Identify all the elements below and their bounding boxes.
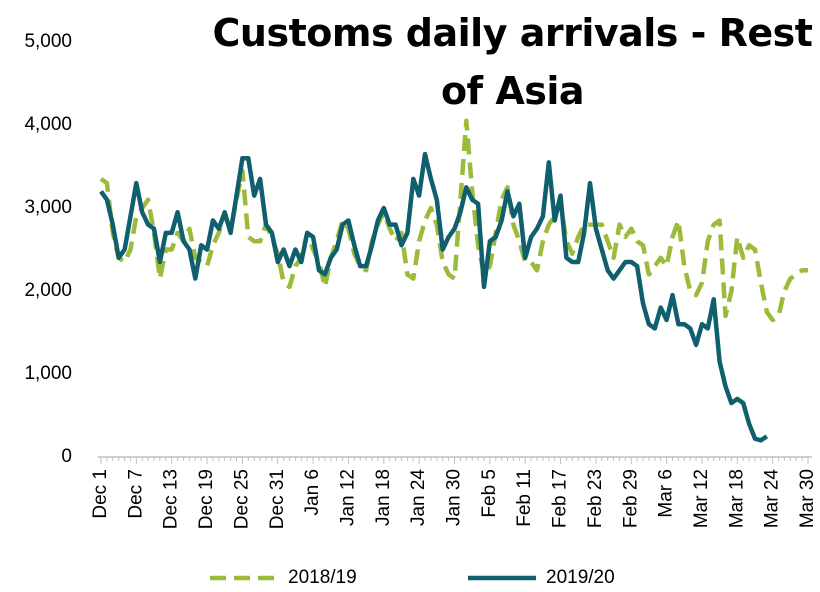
x-tick-label: Jan 24 bbox=[408, 469, 429, 526]
chart-title: Customs daily arrivals - Rest of Asia bbox=[212, 11, 813, 113]
y-tick-label: 2,000 bbox=[24, 280, 72, 301]
x-tick-label: Dec 31 bbox=[267, 469, 288, 529]
x-tick-label: Jan 12 bbox=[337, 469, 358, 526]
series-line bbox=[99, 151, 769, 443]
x-tick-label: Feb 11 bbox=[514, 469, 535, 527]
x-tick-label: Mar 18 bbox=[726, 469, 747, 528]
x-tick-label: Jan 18 bbox=[373, 469, 394, 526]
x-tick-label: Mar 30 bbox=[797, 469, 818, 528]
x-tick-label: Dec 25 bbox=[231, 469, 252, 529]
x-tick-label: Mar 24 bbox=[762, 469, 783, 529]
legend-label: 2018/19 bbox=[288, 567, 357, 588]
y-tick-label: 4,000 bbox=[24, 114, 72, 135]
y-tick-label: 5,000 bbox=[24, 31, 72, 52]
x-tick-label: Dec 7 bbox=[125, 469, 146, 519]
x-tick-label: Jan 6 bbox=[302, 469, 323, 515]
legend-label: 2019/20 bbox=[546, 567, 615, 588]
x-tick-label: Dec 13 bbox=[161, 469, 182, 529]
series-line bbox=[99, 118, 808, 323]
x-tick-label: Mar 12 bbox=[691, 469, 712, 528]
x-tick-label: Feb 23 bbox=[585, 469, 606, 528]
x-tick-label: Jan 30 bbox=[444, 469, 465, 526]
y-tick-label: 0 bbox=[61, 446, 72, 467]
x-tick-label: Dec 1 bbox=[90, 469, 111, 519]
x-tick-label: Feb 29 bbox=[620, 469, 641, 528]
x-tick-label: Feb 5 bbox=[479, 469, 500, 518]
x-tick-label: Dec 19 bbox=[196, 469, 217, 529]
y-tick-label: 3,000 bbox=[24, 197, 72, 218]
y-tick-label: 1,000 bbox=[24, 363, 72, 384]
x-tick-label: Feb 17 bbox=[550, 469, 571, 528]
x-tick-label: Mar 6 bbox=[656, 469, 677, 518]
